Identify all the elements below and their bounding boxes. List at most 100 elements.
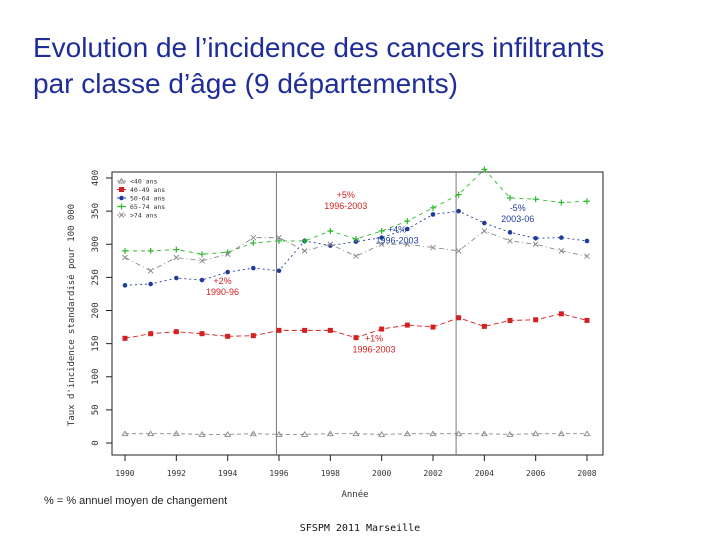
data-point-40-49 <box>507 317 513 323</box>
x-tick-label: 1990 <box>115 469 134 478</box>
slide-title-line-1: Evolution de l’incidence des cancers inf… <box>33 32 605 63</box>
legend-label: 65-74 ans <box>130 203 165 211</box>
data-point-50-64 <box>225 269 230 275</box>
annotation-rate-5: +1% <box>365 334 383 344</box>
data-point-40-49 <box>353 335 359 341</box>
data-point-50-64 <box>559 235 564 240</box>
data-point-under-40 <box>121 430 129 437</box>
legend-label: 40-49 ans <box>130 186 165 194</box>
data-point-40-49 <box>173 329 179 335</box>
slide-footer: SFSPM 2011 Marseille <box>299 523 421 534</box>
data-point-50-64 <box>199 277 205 283</box>
data-point-40-49 <box>430 324 436 330</box>
data-point-over-74 <box>250 234 257 241</box>
y-tick-label: 100 <box>91 369 101 385</box>
series-line-40-49-ans <box>124 313 588 339</box>
series-line--40-ans <box>125 433 587 435</box>
data-point-65-74 <box>327 228 334 234</box>
data-point-65-74 <box>558 199 565 206</box>
data-point-under-40 <box>429 430 437 437</box>
data-point-50-64 <box>251 265 256 271</box>
annotation-period-2: 1996-2003 <box>376 235 419 245</box>
annotation-rate-1: +5% <box>337 190 355 200</box>
data-point-over-74 <box>430 244 436 251</box>
data-point-50-64 <box>430 212 436 217</box>
data-point-40-49 <box>119 187 124 192</box>
data-point-over-74 <box>584 253 590 259</box>
data-point-40-49 <box>250 333 256 339</box>
annotation-rate-4: -5% <box>510 203 526 213</box>
data-point-over-74 <box>199 257 205 264</box>
y-axis-title: Taux d'incidence standardisé pour 100 00… <box>66 204 77 426</box>
data-point-40-49 <box>584 317 590 323</box>
data-point-65-74 <box>455 191 462 198</box>
data-point-50-64 <box>148 281 153 287</box>
data-point-65-74 <box>378 228 385 234</box>
data-point-over-74 <box>378 241 385 248</box>
legend-label: >74 ans <box>130 212 157 220</box>
plot-frame <box>111 171 604 456</box>
data-point-40-49 <box>225 333 231 339</box>
data-point-over-74 <box>224 251 231 258</box>
x-tick-label: 1992 <box>167 469 186 478</box>
data-point-under-40 <box>275 431 283 437</box>
data-point-65-74 <box>584 198 590 205</box>
data-point-50-64 <box>456 208 461 214</box>
data-point-over-74 <box>122 254 128 261</box>
data-point-65-74 <box>507 194 513 201</box>
data-point-40-49 <box>558 311 564 317</box>
data-point-under-40 <box>172 430 180 437</box>
data-point-under-40 <box>147 430 155 437</box>
data-point-under-40 <box>224 431 232 437</box>
data-point-65-74 <box>147 247 154 254</box>
data-point-65-74 <box>122 247 128 254</box>
data-point-over-74 <box>327 241 334 248</box>
y-tick-label: 400 <box>91 170 101 186</box>
data-point-50-64 <box>482 220 487 226</box>
data-point-under-40 <box>532 430 540 437</box>
data-point-40-49 <box>302 327 308 333</box>
data-point-50-64 <box>276 268 282 274</box>
data-point-50-64 <box>507 230 513 235</box>
data-point-over-74 <box>532 241 539 248</box>
data-point-over-74 <box>558 248 565 254</box>
annotation-period-4: 2003-06 <box>501 214 534 224</box>
data-point-40-49 <box>276 327 282 333</box>
data-point-over-74 <box>173 254 180 261</box>
data-point-under-40 <box>583 430 591 437</box>
x-tick-label: 1994 <box>218 469 237 478</box>
annotation-period-3: 1990-96 <box>206 287 239 297</box>
data-point-over-74 <box>481 228 488 234</box>
data-point-50-64 <box>122 283 128 288</box>
data-point-under-40 <box>506 431 514 437</box>
data-point-65-74 <box>353 235 359 242</box>
data-point-under-40 <box>455 430 463 437</box>
data-point-65-74 <box>173 246 180 253</box>
data-point-50-64 <box>584 238 590 244</box>
x-axis-title: Année <box>341 489 368 500</box>
data-point-over-74 <box>455 248 462 254</box>
annotation-rate-2: +4% <box>388 224 406 234</box>
data-point-under-40 <box>117 177 126 184</box>
x-tick-label: 2006 <box>526 469 545 478</box>
data-point-40-49 <box>404 322 410 328</box>
data-point-under-40 <box>557 430 565 437</box>
slide-title-line-2: par classe d’âge (9 départements) <box>33 68 458 99</box>
data-point-50-64 <box>119 195 124 201</box>
data-point-50-64 <box>405 226 410 232</box>
x-tick-label: 2002 <box>423 469 442 478</box>
x-tick-label: 2000 <box>372 469 391 478</box>
data-point-65-74 <box>404 218 411 225</box>
x-tick-label: 2008 <box>577 469 596 478</box>
y-tick-label: 50 <box>91 404 101 415</box>
data-point-under-40 <box>326 430 334 437</box>
y-tick-label: 250 <box>91 269 101 285</box>
data-point-50-64 <box>533 235 538 241</box>
data-point-65-74 <box>301 237 308 244</box>
y-tick-label: 0 <box>91 440 101 445</box>
data-point-40-49 <box>199 331 205 337</box>
data-point-under-40 <box>378 431 386 437</box>
data-point-over-74 <box>118 212 125 218</box>
x-tick-label: 1996 <box>269 469 288 478</box>
